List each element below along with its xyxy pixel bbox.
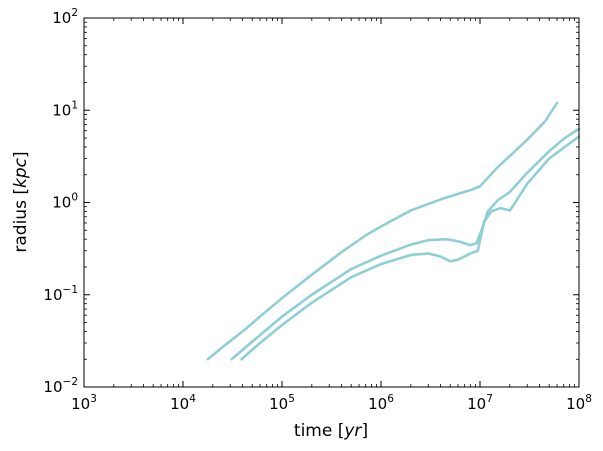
y-tick-label-base: 10 (43, 286, 62, 304)
x-tick-label-exp: 7 (486, 393, 493, 405)
x-tick-label: 108 (566, 393, 592, 413)
y-axis-label-prefix: radius [ (11, 188, 31, 253)
y-tick-label-base: 10 (52, 194, 71, 212)
y-tick-label-exp: 1 (71, 99, 78, 111)
y-tick-label-exp: −2 (63, 376, 78, 388)
y-tick-label: 100 (52, 192, 78, 212)
y-axis-label-var: kpc (11, 157, 31, 188)
series-line-1 (206, 101, 559, 361)
x-tick-label-exp: 3 (90, 393, 97, 405)
x-axis-label-suffix: ] (361, 421, 368, 441)
x-tick-label-base: 10 (467, 395, 486, 413)
x-tick-label: 103 (71, 393, 97, 413)
x-tick-label-exp: 5 (288, 393, 295, 405)
x-tick-label-base: 10 (170, 395, 189, 413)
x-tick-label: 105 (269, 393, 295, 413)
y-tick-label-base: 10 (52, 9, 71, 27)
x-axis-label: time [yr] (294, 421, 368, 441)
x-axis-label-prefix: time [ (294, 421, 344, 441)
series-layer (206, 101, 581, 361)
x-tick-label-base: 10 (368, 395, 387, 413)
y-tick-label-exp: −1 (63, 284, 78, 296)
y-tick-label: 102 (52, 7, 78, 27)
x-tick-label: 104 (170, 393, 196, 413)
plot-frame (83, 17, 580, 388)
y-tick-label: 101 (52, 99, 78, 119)
x-tick-labels: 103 104 105 106 107 108 (71, 393, 592, 413)
y-tick-label-base: 10 (52, 101, 71, 119)
x-tick-label: 107 (467, 393, 493, 413)
x-tick-label-base: 10 (269, 395, 288, 413)
x-axis-label-var: yr (343, 421, 362, 441)
y-tick-label-exp: 2 (71, 7, 78, 19)
y-axis-label-suffix: ] (11, 151, 31, 158)
series-line-2 (230, 127, 581, 361)
series-line-3 (240, 135, 581, 361)
x-tick-label-base: 10 (71, 395, 90, 413)
y-axis-label: radius [kpc] (11, 151, 31, 252)
major-ticks (83, 17, 580, 388)
y-tick-label: 10−2 (43, 376, 78, 396)
x-tick-label: 106 (368, 393, 394, 413)
minor-ticks (84, 18, 579, 387)
x-tick-label-exp: 8 (585, 393, 592, 405)
y-tick-label-exp: 0 (71, 192, 78, 204)
y-tick-label: 10−1 (43, 284, 78, 304)
x-tick-label-exp: 4 (189, 393, 196, 405)
x-tick-label-base: 10 (566, 395, 585, 413)
y-tick-label-base: 10 (43, 378, 62, 396)
x-tick-label-exp: 6 (387, 393, 394, 405)
